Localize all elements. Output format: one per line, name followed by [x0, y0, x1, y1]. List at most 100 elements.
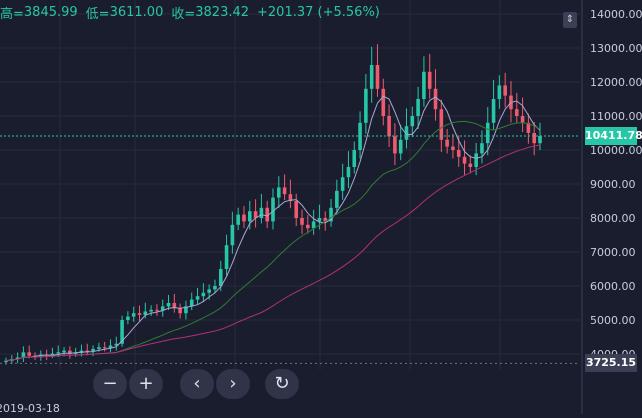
- candle-body: [277, 187, 281, 198]
- candle-body: [532, 133, 536, 144]
- scroll-right-button[interactable]: ›: [216, 369, 250, 399]
- candle-body: [68, 350, 72, 354]
- ma-fast-line: [5, 95, 541, 362]
- candle-body: [149, 309, 153, 312]
- candle-body: [97, 347, 101, 349]
- candle-body: [433, 88, 438, 110]
- candle-body: [50, 353, 55, 356]
- candle-body: [126, 316, 130, 320]
- candle-body: [195, 296, 200, 300]
- candle-body: [306, 224, 310, 229]
- close-value: 3823.42: [195, 4, 250, 20]
- candle-body: [288, 194, 293, 201]
- candle-body: [323, 218, 328, 222]
- y-tick-label: 12000.00: [590, 76, 642, 89]
- candle-body: [189, 299, 194, 307]
- candle-body: [375, 65, 380, 89]
- candle-body: [404, 126, 409, 140]
- reset-chart-button[interactable]: ↻: [265, 369, 299, 399]
- candle-body: [422, 71, 426, 99]
- candle-body: [73, 352, 78, 354]
- candle-body: [4, 360, 8, 363]
- candle-body: [410, 116, 415, 127]
- candle-body: [230, 224, 235, 246]
- candle-body: [247, 211, 252, 222]
- y-tick-label: 9000.00: [590, 178, 636, 191]
- low-label: 低=: [85, 6, 110, 22]
- candle-body: [514, 109, 519, 116]
- y-tick-label: 14000.00: [590, 8, 642, 21]
- candle-body: [474, 153, 478, 167]
- candle-body: [480, 143, 484, 154]
- candle-body: [108, 345, 113, 348]
- candle-body: [427, 71, 432, 89]
- candle-body: [224, 245, 229, 269]
- ma-mid-line: [5, 120, 541, 362]
- candle-body: [340, 177, 345, 191]
- y-tick-label: 8000.00: [590, 212, 636, 225]
- x-tick-label: 2019-03-18: [0, 402, 60, 414]
- candle-body: [218, 269, 223, 286]
- candle-body: [21, 352, 26, 358]
- candle-body: [253, 211, 258, 218]
- y-tick-label: 13000.00: [590, 42, 642, 55]
- candle-body: [166, 303, 171, 307]
- close-label: 收=: [171, 6, 196, 22]
- candle-body: [346, 167, 351, 178]
- candle-body: [398, 139, 403, 154]
- y-tick-label: 7000.00: [590, 246, 636, 259]
- candle-body: [311, 221, 316, 229]
- y-tick-label: 6000.00: [590, 280, 636, 293]
- change-value: +201.37 (+5.56%): [257, 4, 380, 20]
- candle-body: [207, 289, 211, 293]
- candle-body: [520, 116, 525, 123]
- candle-body: [155, 309, 159, 311]
- candle-body: [491, 99, 496, 123]
- ohlc-readout: 高= 3845.99 低= 3611.00 收= 3823.42 +201.37 (+…: [0, 0, 572, 24]
- candle-body: [143, 311, 148, 315]
- candle-body: [27, 352, 32, 356]
- y-tick-label: 10000.00: [590, 144, 642, 157]
- candle-body: [201, 292, 206, 297]
- high-value: 3845.99: [23, 4, 78, 20]
- zoom-out-button[interactable]: −: [93, 369, 127, 399]
- candle-body: [160, 306, 165, 311]
- candle-body: [131, 313, 136, 317]
- candle-body: [451, 146, 455, 150]
- candle-body: [369, 65, 374, 89]
- candle-body: [282, 187, 287, 195]
- scale-toggle-icon[interactable]: ⇕: [563, 12, 577, 28]
- candle-body: [329, 207, 333, 222]
- candle-body: [456, 150, 461, 157]
- candle-body: [445, 139, 449, 147]
- candle-body: [503, 85, 507, 96]
- current-price-tag: 10411.78: [585, 126, 642, 145]
- candle-body: [213, 286, 217, 290]
- candle-body: [178, 308, 182, 314]
- candle-body: [114, 343, 119, 346]
- candle-body: [300, 218, 304, 225]
- marker-price-tag: 3725.15: [585, 354, 637, 373]
- ma-slow-line: [5, 144, 541, 362]
- candle-body: [497, 85, 502, 99]
- candle-body: [416, 99, 420, 116]
- candle-body: [56, 352, 61, 354]
- candle-body: [184, 306, 188, 314]
- candle-body: [381, 88, 386, 116]
- low-value: 3611.00: [109, 4, 164, 20]
- zoom-in-button[interactable]: +: [129, 369, 163, 399]
- candle-body: [62, 350, 66, 353]
- y-tick-label: 11000.00: [590, 110, 642, 123]
- candle-body: [265, 207, 269, 222]
- candle-body: [172, 303, 177, 309]
- high-label: 高=: [0, 6, 24, 22]
- candle-body: [91, 348, 95, 352]
- scroll-left-button[interactable]: ‹: [180, 369, 214, 399]
- candle-body: [485, 122, 490, 144]
- candle-body: [85, 350, 90, 352]
- candle-body: [335, 190, 339, 208]
- candle-body: [462, 156, 467, 164]
- candle-body: [137, 313, 142, 315]
